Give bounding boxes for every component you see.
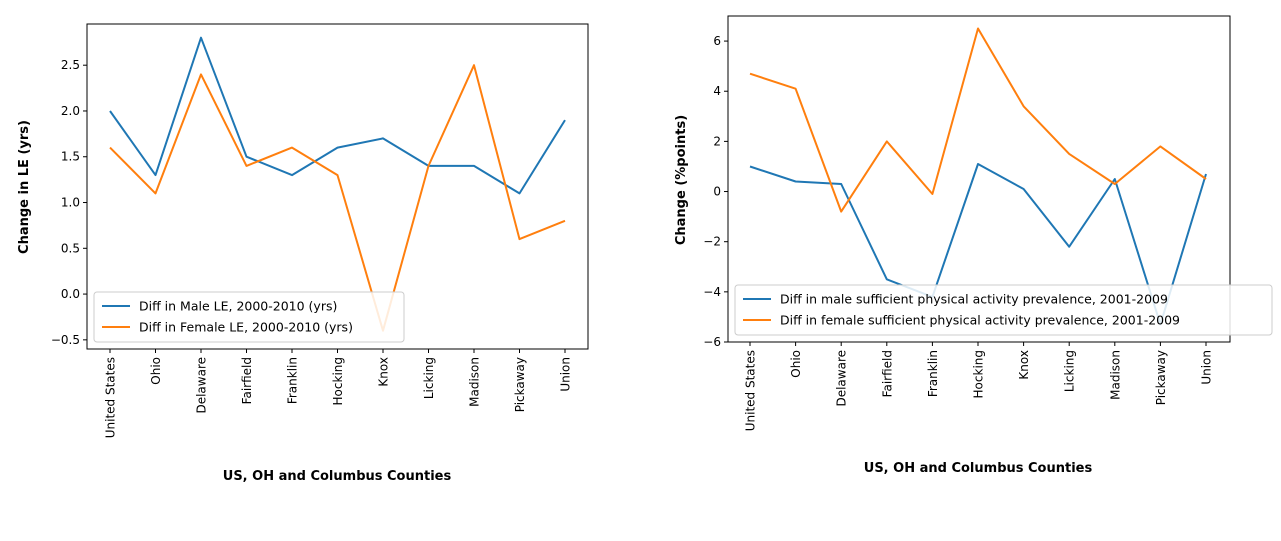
chart-1-y-tick-label: −0.5 bbox=[51, 333, 80, 347]
chart-1-x-tick-label: Franklin bbox=[286, 357, 300, 404]
chart-2-x-tick-label: Union bbox=[1200, 350, 1214, 385]
chart-2-x-tick-label: Franklin bbox=[926, 350, 940, 397]
chart-2-y-tick-label: −4 bbox=[703, 285, 721, 299]
chart-1-series-1-line bbox=[109, 36, 566, 195]
chart-1-x-tick-label: Fairfield bbox=[240, 357, 254, 404]
chart-1-legend-label-1: Diff in Male LE, 2000-2010 (yrs) bbox=[139, 299, 337, 314]
chart-1-legend-box bbox=[93, 291, 405, 343]
chart-2-x-tick-label: Delaware bbox=[835, 350, 849, 407]
chart-1-y-axis-title: Change in LE (yrs) bbox=[17, 120, 32, 254]
chart-2-y-tick-label: 4 bbox=[713, 84, 721, 98]
chart-2-y-axis-title: Change (%points) bbox=[674, 115, 689, 245]
chart-1-x-axis-title: US, OH and Columbus Counties bbox=[223, 469, 452, 484]
chart-2-y-tick-label: 0 bbox=[713, 185, 721, 199]
chart-2-x-axis-title: US, OH and Columbus Counties bbox=[864, 461, 1093, 476]
chart-1-x-tick-label: Union bbox=[559, 357, 573, 392]
chart-2-legend-label-1: Diff in male sufficient physical activit… bbox=[780, 292, 1168, 307]
chart-2-x-tick-label: Ohio bbox=[789, 350, 803, 378]
chart-1-x-tick-label: Madison bbox=[468, 357, 482, 407]
chart-2-y-tick-label: −2 bbox=[703, 235, 721, 249]
chart-2-x-tick-label: Pickaway bbox=[1154, 350, 1168, 405]
chart-1: Change in LE (yrs) US, OH and Columbus C… bbox=[17, 23, 589, 484]
chart-2-y-tick-label: 2 bbox=[713, 134, 721, 148]
chart-1-x-tick-label: Pickaway bbox=[513, 357, 527, 412]
chart-1-y-tick-label: 1.0 bbox=[61, 196, 80, 210]
chart-2-legend-box bbox=[734, 284, 1273, 336]
chart-1-legend-label-2: Diff in Female LE, 2000-2010 (yrs) bbox=[139, 320, 353, 335]
chart-1-x-tick-label: Delaware bbox=[195, 357, 209, 414]
chart-2-series-2-line bbox=[749, 27, 1207, 213]
chart-1-x-tick-label: Ohio bbox=[149, 357, 163, 385]
chart-1-y-tick-label: 2.0 bbox=[61, 104, 80, 118]
chart-1-y-tick-label: 0.0 bbox=[61, 287, 80, 301]
chart-2-x-tick-label: Knox bbox=[1017, 350, 1031, 380]
chart-1-x-tick-label: United States bbox=[104, 357, 118, 438]
chart-2-y-tick-label: 6 bbox=[713, 34, 721, 48]
chart-2-legend-label-2: Diff in female sufficient physical activ… bbox=[780, 313, 1180, 328]
chart-2-x-tick-label: Madison bbox=[1108, 350, 1122, 400]
chart-2-y-tick-label: −6 bbox=[703, 335, 721, 349]
chart-2-x-tick-label: United States bbox=[744, 350, 758, 431]
chart-2-plot-frame bbox=[727, 15, 1231, 343]
chart-1-x-tick-label: Knox bbox=[377, 357, 391, 387]
chart-1-y-tick-label: 1.5 bbox=[61, 150, 80, 164]
chart-2: Change (%points) US, OH and Columbus Cou… bbox=[674, 15, 1273, 476]
chart-1-x-tick-label: Licking bbox=[422, 357, 436, 399]
chart-1-series-2-line bbox=[109, 64, 566, 332]
chart-1-y-tick-label: 0.5 bbox=[61, 241, 80, 255]
chart-2-x-tick-label: Fairfield bbox=[880, 350, 894, 397]
chart-1-x-tick-label: Hocking bbox=[331, 357, 345, 405]
chart-2-series-1-line bbox=[749, 163, 1207, 326]
chart-1-y-tick-label: 2.5 bbox=[61, 58, 80, 72]
chart-2-x-tick-label: Hocking bbox=[972, 350, 986, 398]
chart-2-x-tick-label: Licking bbox=[1063, 350, 1077, 392]
